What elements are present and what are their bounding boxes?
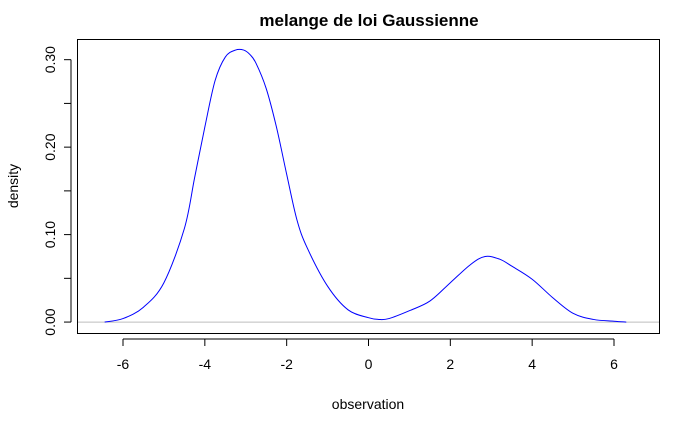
plot-frame: [77, 39, 660, 334]
x-tick-label: 0: [365, 356, 373, 372]
x-axis-label: observation: [332, 396, 404, 412]
y-tick-label: 0.30: [42, 46, 58, 73]
y-tick-label: 0.10: [42, 221, 58, 248]
density-curve: [104, 48, 627, 323]
y-tick-label: 0.20: [42, 133, 58, 160]
x-tick-label: 2: [446, 356, 454, 372]
x-axis: -6 -4 -2 0 2 4 6: [117, 338, 618, 372]
y-axis-label: density: [5, 164, 21, 208]
x-tick-label: -2: [280, 356, 293, 372]
x-tick-label: 4: [528, 356, 536, 372]
x-tick-label: 6: [610, 356, 618, 372]
y-axis: 0.00 0.10 0.20 0.30: [42, 46, 72, 336]
x-tick-label: -6: [117, 356, 130, 372]
chart-title: melange de loi Gaussienne: [259, 11, 478, 30]
x-tick-label: -4: [199, 356, 212, 372]
y-tick-label: 0.00: [42, 308, 58, 335]
